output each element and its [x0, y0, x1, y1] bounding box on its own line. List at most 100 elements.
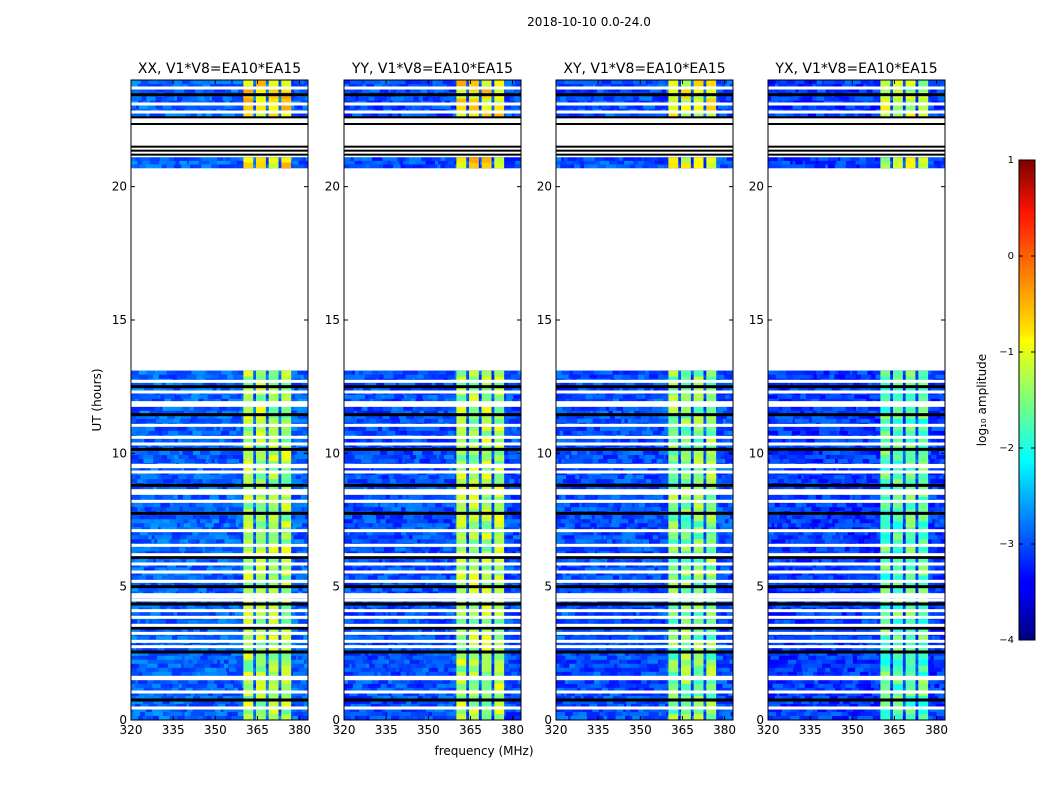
noise-cell: [206, 567, 213, 572]
noise-cell: [179, 84, 184, 89]
noise-cell: [432, 523, 436, 528]
noise-cell: [149, 679, 154, 685]
noise-cell: [405, 459, 415, 464]
noise-cell: [250, 679, 260, 685]
noise-cell: [190, 571, 199, 576]
noise-cell: [131, 438, 142, 444]
noise-cell: [300, 467, 308, 472]
noise-cell: [501, 587, 512, 592]
noise-cell: [203, 651, 206, 657]
noise-cell: [170, 707, 173, 713]
noise-cell: [298, 113, 302, 118]
noise-cell: [234, 539, 242, 544]
noise-cell: [293, 671, 304, 677]
noise-cell: [393, 567, 402, 572]
noise-cell: [203, 467, 212, 472]
rfi-cell: [243, 707, 254, 715]
noise-cell: [358, 559, 369, 564]
noise-cell: [228, 703, 239, 709]
noise-cell: [407, 503, 413, 508]
noise-cell: [153, 715, 159, 720]
noise-cell: [372, 531, 377, 536]
noise-cell: [205, 547, 215, 552]
noise-cell: [196, 687, 202, 693]
noise-cell: [162, 711, 166, 717]
noise-cell: [187, 84, 195, 89]
noise-cell: [210, 663, 220, 669]
noise-cell: [398, 406, 404, 412]
noise-cell: [296, 707, 302, 713]
noise-cell: [229, 475, 237, 480]
noise-cell: [190, 479, 199, 484]
noise-cell: [205, 519, 208, 524]
flagged-row: [131, 698, 308, 702]
noise-cell: [389, 386, 401, 392]
noise-cell: [489, 587, 499, 592]
noise-cell: [478, 563, 484, 568]
noise-cell: [180, 671, 189, 677]
noise-cell: [422, 394, 429, 400]
noise-cell: [409, 575, 414, 580]
noise-cell: [304, 659, 307, 665]
noise-cell: [208, 438, 211, 444]
noise-cell: [158, 567, 167, 572]
noise-cell: [196, 113, 202, 118]
noise-cell: [205, 539, 216, 544]
noise-cell: [215, 647, 226, 653]
noise-cell: [348, 394, 356, 400]
noise-cell: [398, 459, 402, 464]
noise-cell: [144, 430, 149, 436]
noise-cell: [190, 394, 199, 400]
noise-cell: [365, 523, 370, 528]
noise-cell: [394, 559, 399, 564]
noise-cell: [441, 503, 446, 508]
flagged-row: [131, 529, 308, 533]
noise-cell: [417, 599, 426, 604]
rfi-cell: [256, 563, 266, 570]
rfi-cell: [268, 683, 279, 691]
noise-cell: [293, 711, 303, 717]
noise-cell: [207, 571, 212, 576]
noise-cell: [506, 535, 514, 540]
noise-cell: [416, 406, 424, 412]
noise-cell: [140, 84, 148, 89]
noise-cell: [149, 635, 157, 640]
noise-cell: [253, 559, 256, 564]
noise-cell: [193, 418, 197, 424]
noise-cell: [509, 515, 513, 520]
noise-cell: [159, 599, 163, 604]
noise-cell: [388, 539, 397, 544]
noise-cell: [164, 374, 169, 379]
noise-cell: [437, 410, 445, 416]
noise-cell: [391, 599, 399, 604]
noise-cell: [135, 430, 140, 436]
noise-cell: [275, 707, 285, 713]
rfi-cell: [281, 515, 292, 522]
rfi-cell: [281, 104, 292, 112]
noise-cell: [236, 531, 248, 536]
noise-cell: [185, 611, 192, 616]
noise-cell: [134, 398, 140, 404]
noise-cell: [133, 523, 144, 528]
noise-cell: [131, 651, 139, 657]
noise-cell: [373, 426, 378, 432]
noise-cell: [249, 611, 258, 616]
noise-cell: [235, 113, 245, 118]
noise-cell: [236, 659, 248, 665]
noise-cell: [348, 575, 356, 580]
noise-cell: [178, 683, 182, 689]
noise-cell: [399, 571, 404, 576]
noise-cell: [517, 571, 521, 576]
noise-cell: [286, 495, 296, 500]
noise-cell: [509, 559, 517, 564]
noise-cell: [227, 711, 233, 717]
noise-cell: [196, 539, 200, 544]
noise-cell: [186, 467, 198, 472]
noise-cell: [373, 571, 385, 576]
noise-cell: [185, 104, 197, 110]
noise-cell: [307, 599, 308, 604]
noise-cell: [404, 611, 412, 616]
noise-cell: [305, 571, 308, 576]
noise-cell: [157, 663, 168, 669]
noise-cell: [515, 467, 520, 472]
